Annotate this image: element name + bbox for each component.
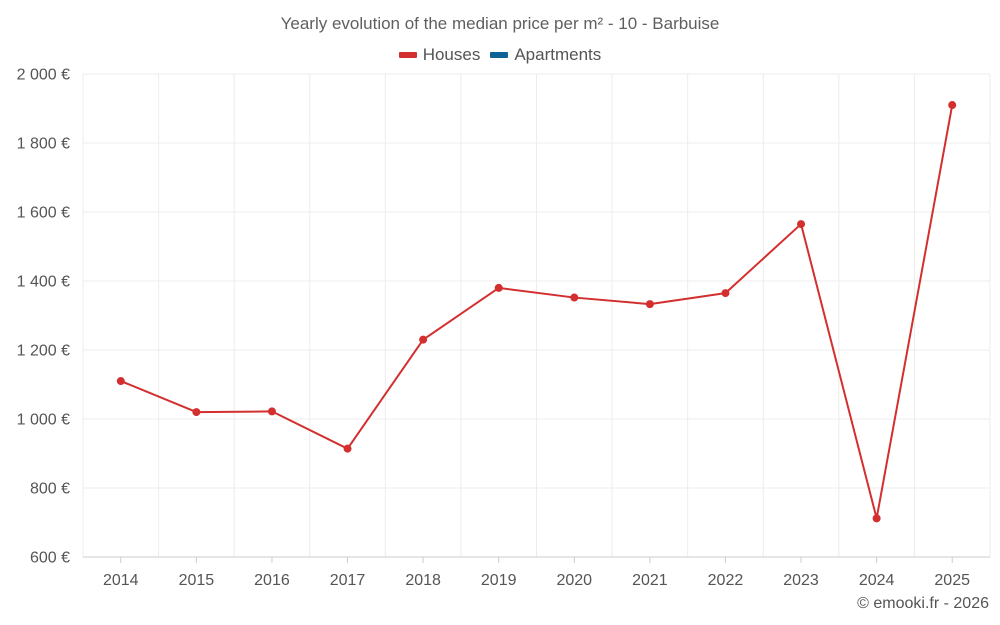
copyright-text: © emooki.fr - 2026	[857, 595, 989, 612]
grid	[82, 73, 991, 558]
y-tick-label: 1 000 €	[17, 412, 70, 429]
y-tick-label: 800 €	[30, 481, 70, 498]
legend-label-houses: Houses	[422, 45, 481, 64]
chart-title: Yearly evolution of the median price per…	[280, 14, 720, 33]
axes: 600 € 800 € 1 000 € 1 200 € 1 400 € 1 600 € 1 …	[17, 67, 990, 589]
x-tick-label: 2016	[254, 572, 290, 589]
data-point-houses[interactable]	[645, 300, 654, 309]
x-tick-label: 2018	[405, 572, 441, 589]
y-tick-label: 2 000 €	[17, 67, 70, 84]
x-tick-label: 2020	[556, 572, 592, 589]
legend-swatch-houses	[398, 52, 417, 58]
data-point-houses[interactable]	[116, 377, 125, 386]
data-point-houses[interactable]	[721, 289, 730, 298]
x-tick-label: 2015	[179, 572, 215, 589]
x-tick-label: 2023	[783, 572, 819, 589]
x-tick-label: 2022	[708, 572, 744, 589]
x-tick-label: 2014	[103, 572, 139, 589]
data-point-houses[interactable]	[872, 514, 881, 523]
data-point-houses[interactable]	[267, 407, 276, 416]
y-tick-label: 1 600 €	[17, 205, 70, 222]
data-point-houses[interactable]	[192, 408, 201, 417]
x-tick-label: 2024	[859, 572, 895, 589]
legend-item-apartments[interactable]: Apartments	[490, 45, 601, 65]
legend-item-houses[interactable]: Houses	[398, 45, 481, 65]
data-point-houses[interactable]	[494, 283, 503, 292]
legend-swatch-apartments	[490, 52, 509, 58]
y-tick-label: 1 400 €	[17, 274, 70, 291]
data-point-houses[interactable]	[419, 335, 428, 344]
legend: Houses Apartments	[0, 45, 1000, 65]
y-tick-label: 600 €	[30, 550, 70, 567]
series-line-houses	[120, 104, 954, 520]
x-tick-label: 2017	[330, 572, 366, 589]
data-point-houses[interactable]	[343, 444, 352, 453]
data-point-houses[interactable]	[797, 220, 806, 229]
series	[116, 101, 957, 523]
legend-label-apartments: Apartments	[514, 45, 602, 64]
data-point-houses[interactable]	[570, 293, 579, 302]
y-tick-label: 1 200 €	[17, 343, 70, 360]
x-tick-label: 2019	[481, 572, 517, 589]
x-tick-label: 2021	[632, 572, 668, 589]
x-tick-label: 2025	[934, 572, 970, 589]
y-tick-label: 1 800 €	[17, 136, 70, 153]
data-point-houses[interactable]	[948, 101, 957, 110]
